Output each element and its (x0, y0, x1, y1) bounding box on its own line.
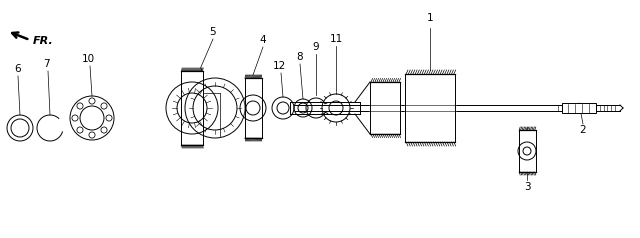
Text: 11: 11 (330, 34, 342, 44)
Text: 3: 3 (524, 182, 531, 192)
Text: 9: 9 (313, 42, 319, 52)
Text: 4: 4 (260, 35, 266, 45)
Text: 1: 1 (427, 13, 433, 23)
Text: 6: 6 (15, 64, 21, 74)
Text: 7: 7 (43, 59, 49, 69)
Bar (562, 103, 596, 113)
Text: 10: 10 (81, 54, 95, 64)
Text: 2: 2 (580, 125, 586, 135)
Text: FR.: FR. (33, 36, 54, 46)
Text: 5: 5 (210, 27, 216, 37)
Text: 8: 8 (297, 52, 303, 62)
Text: 12: 12 (273, 61, 285, 71)
